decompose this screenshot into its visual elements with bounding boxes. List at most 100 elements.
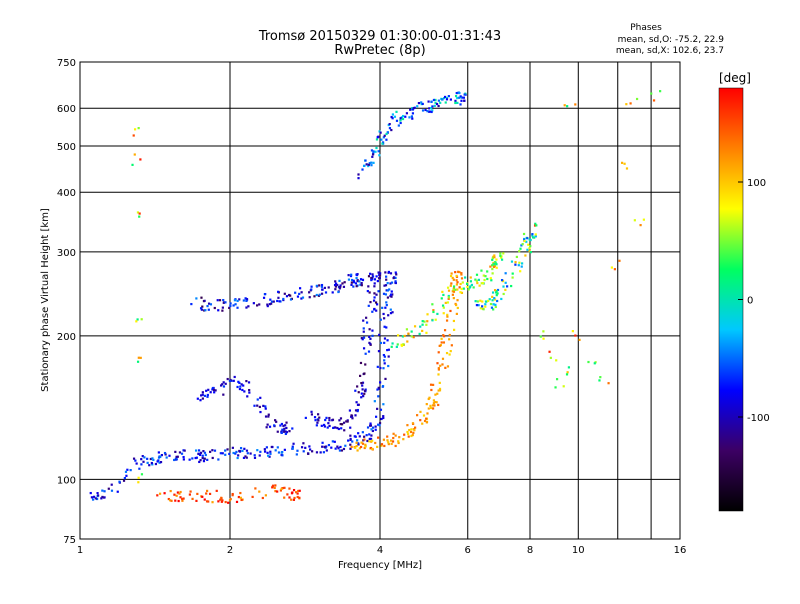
- scatter-point: [173, 458, 176, 462]
- scatter-point: [123, 476, 126, 480]
- scatter-point: [174, 450, 177, 453]
- scatter-point: [233, 299, 237, 302]
- scatter-point: [359, 445, 363, 449]
- scatter-point: [381, 142, 384, 145]
- scatter-point: [418, 332, 421, 336]
- scatter-point: [258, 490, 261, 493]
- scatter-point: [378, 130, 381, 133]
- scatter-point: [209, 391, 212, 394]
- scatter-point: [206, 304, 209, 308]
- scatter-point: [201, 397, 204, 400]
- scatter-point: [217, 500, 220, 503]
- scatter-point: [283, 448, 286, 451]
- scatter-point: [231, 494, 234, 497]
- legend-title: Phases: [630, 23, 662, 33]
- scatter-point: [242, 299, 245, 302]
- legend-line-x: mean, sd,X: 102.6, 23.7: [616, 46, 724, 56]
- scatter-point: [382, 136, 385, 139]
- scatter-point: [206, 395, 209, 398]
- scatter-point: [484, 305, 487, 308]
- scatter-point: [342, 421, 346, 424]
- scatter-point: [519, 247, 522, 250]
- plot-frame: [79, 61, 681, 540]
- scatter-point: [346, 420, 349, 423]
- scatter-point: [283, 427, 286, 430]
- scatter-point: [650, 92, 653, 95]
- scatter-point: [222, 301, 225, 304]
- scatter-point: [334, 280, 337, 283]
- scatter-point: [404, 115, 407, 118]
- scatter-point: [276, 430, 279, 433]
- scatter-point: [488, 298, 491, 301]
- scatter-point: [135, 462, 138, 465]
- legend-line-o: mean, sd,O: -75.2, 22.9: [618, 35, 725, 45]
- scatter-point: [391, 342, 394, 345]
- scatter-point: [499, 252, 502, 255]
- scatter-point: [354, 414, 357, 417]
- scatter-point: [447, 297, 450, 300]
- scatter-point: [291, 491, 294, 494]
- scatter-point: [101, 489, 104, 492]
- scatter-point: [368, 437, 371, 441]
- scatter-point: [502, 292, 505, 296]
- scatter-point: [264, 415, 268, 418]
- scatter-point: [356, 439, 359, 442]
- scatter-point: [500, 255, 503, 258]
- scatter-point: [489, 277, 492, 280]
- scatter-point: [436, 392, 439, 395]
- y-tick-label: 200: [57, 332, 76, 343]
- scatter-point: [243, 447, 246, 450]
- scatter-point: [328, 416, 331, 420]
- scatter-point: [213, 449, 217, 452]
- scatter-point: [338, 419, 341, 422]
- scatter-point: [367, 275, 371, 278]
- scatter-point: [463, 99, 466, 102]
- scatter-point: [384, 293, 387, 296]
- scatter-point: [160, 454, 163, 457]
- scatter-point: [202, 460, 206, 463]
- scatter-point: [125, 474, 128, 477]
- scatter-point: [309, 448, 312, 451]
- scatter-point: [97, 494, 100, 497]
- scatter-point: [221, 452, 224, 455]
- scatter-point: [389, 293, 393, 296]
- scatter-point: [445, 319, 449, 322]
- scatter-point: [510, 284, 513, 288]
- scatter-point: [566, 371, 569, 374]
- scatter-point: [491, 272, 494, 275]
- scatter-point: [238, 298, 241, 301]
- scatter-point: [395, 119, 399, 122]
- scatter-point: [293, 496, 296, 500]
- scatter-point: [195, 297, 198, 300]
- scatter-point: [387, 270, 391, 274]
- scatter-point: [389, 308, 392, 311]
- scatter-point: [241, 388, 244, 392]
- scatter-point: [337, 290, 340, 294]
- scatter-point: [386, 339, 389, 342]
- scatter-point: [360, 282, 363, 285]
- scatter-point: [437, 368, 440, 371]
- scatter-point: [236, 306, 239, 309]
- scatter-point: [447, 294, 450, 298]
- scatter-point: [431, 407, 435, 410]
- scatter-point: [136, 360, 140, 363]
- scatter-point: [274, 419, 277, 422]
- scatter-point: [328, 419, 331, 422]
- scatter-point: [394, 444, 397, 448]
- scatter-point: [427, 397, 430, 401]
- scatter-point: [133, 153, 136, 156]
- scatter-point: [435, 401, 438, 404]
- scatter-point: [374, 301, 378, 304]
- scatter-point: [209, 303, 213, 306]
- scatter-point: [451, 293, 454, 296]
- scatter-point: [176, 455, 179, 458]
- scatter-point: [379, 341, 383, 345]
- scatter-point: [376, 136, 379, 139]
- scatter-point: [360, 381, 363, 385]
- scatter-point: [254, 487, 257, 490]
- scatter-point: [361, 338, 364, 341]
- scatter-point: [448, 333, 451, 337]
- scatter-point: [345, 420, 348, 423]
- scatter-point: [610, 266, 613, 269]
- y-tick-label: 100: [57, 475, 76, 486]
